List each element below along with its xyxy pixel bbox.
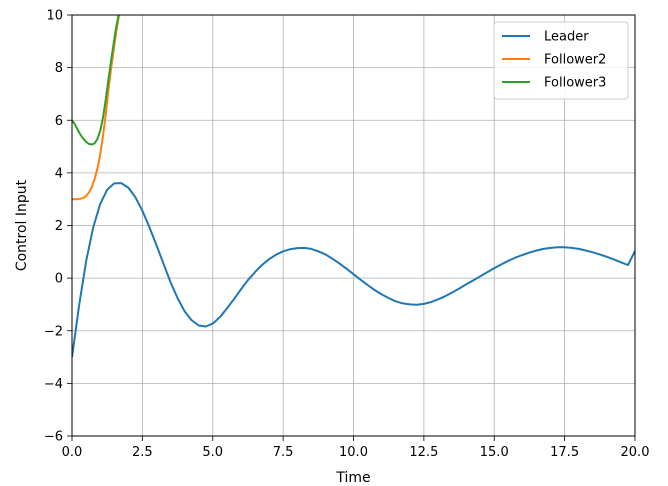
x-tick-label: 2.5	[132, 445, 153, 460]
y-axis-label: Control Input	[14, 179, 30, 271]
x-tick-label: 10.0	[339, 445, 368, 460]
legend-label: Leader	[544, 30, 589, 45]
legend-label: Follower2	[544, 53, 606, 68]
x-tick-label: 20.0	[621, 445, 650, 460]
series-line-follower3	[72, 15, 120, 146]
legend-box	[493, 21, 629, 100]
y-tick-label: 6	[55, 114, 63, 129]
x-tick-label: 0.0	[62, 445, 83, 460]
y-tick-label: 10	[46, 9, 63, 24]
x-tick-label: 15.0	[480, 445, 509, 460]
series-line-follower2	[72, 15, 121, 201]
x-axis-label: Time	[335, 470, 370, 486]
y-tick-label: 2	[55, 219, 63, 234]
y-tick-label: −2	[44, 324, 63, 339]
series-line-leader	[72, 182, 635, 358]
x-tick-label: 12.5	[409, 445, 438, 460]
y-tick-label: 8	[55, 61, 63, 76]
legend: Leader Follower2 Follower3	[493, 21, 629, 100]
x-tick-label: 5.0	[202, 445, 223, 460]
x-tick-label: 7.5	[273, 445, 294, 460]
y-tick-label: −6	[44, 430, 63, 445]
legend-label: Follower3	[544, 76, 606, 91]
series-lines	[72, 15, 635, 358]
y-tick-label: 0	[55, 272, 63, 287]
y-tick-label: −4	[44, 377, 63, 392]
x-tick-label: 17.5	[550, 445, 579, 460]
y-tick-label: 4	[55, 166, 63, 181]
axis-ticks: 0.0 2.5 5.0 7.5 10.0 12.5 15.0 17.5 20.0 −6 −4 −2 0 2…	[44, 9, 650, 461]
